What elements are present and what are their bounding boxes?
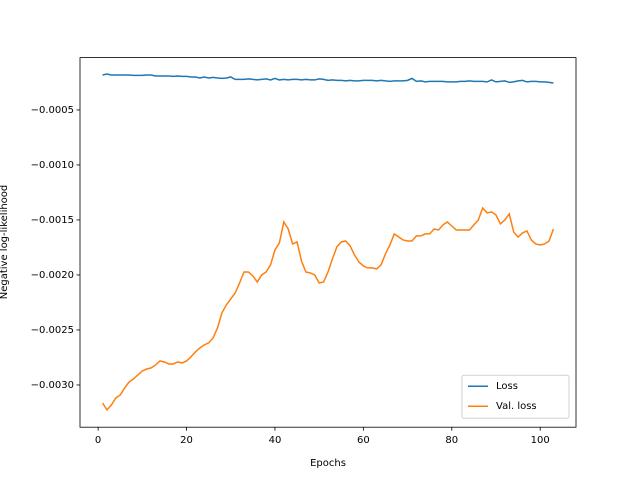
x-tick-label: 80 bbox=[445, 435, 458, 446]
line-series bbox=[102, 73, 554, 84]
legend-box bbox=[461, 374, 570, 419]
y-tick-label: −0.0030 bbox=[31, 380, 74, 391]
x-tick-label: 40 bbox=[269, 435, 282, 446]
x-tick-label: 60 bbox=[357, 435, 370, 446]
y-tick-label: −0.0020 bbox=[31, 270, 74, 281]
y-tick-label: −0.0005 bbox=[31, 105, 74, 116]
y-tick-label: −0.0010 bbox=[31, 160, 74, 171]
y-axis-label: Negative log-likelihood bbox=[0, 185, 10, 300]
y-tick-label: −0.0015 bbox=[31, 215, 74, 226]
x-tick-label: 20 bbox=[180, 435, 193, 446]
line-series bbox=[101, 206, 555, 412]
legend-label: Loss bbox=[496, 381, 518, 392]
x-axis-label: Epochs bbox=[310, 458, 346, 469]
x-tick-label: 100 bbox=[531, 435, 550, 446]
legend-label: Val. loss bbox=[496, 401, 537, 412]
x-tick-label: 0 bbox=[95, 435, 101, 446]
y-tick-label: −0.0025 bbox=[31, 325, 74, 336]
plot-frame bbox=[79, 57, 577, 428]
